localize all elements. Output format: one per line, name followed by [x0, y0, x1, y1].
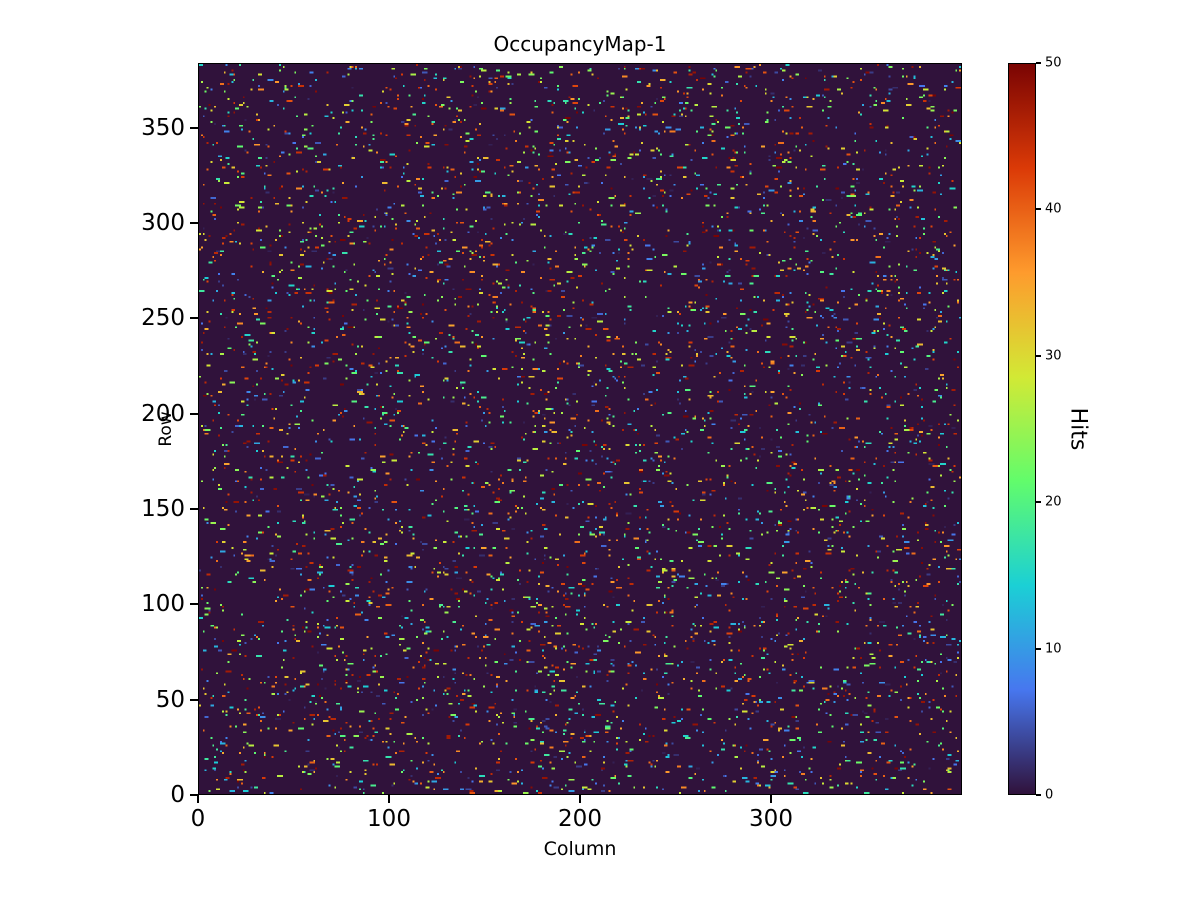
y-tick-mark — [190, 508, 198, 511]
colorbar-tick-label: 0 — [1045, 787, 1054, 803]
y-tick-label: 100 — [141, 591, 185, 618]
plot-area — [198, 63, 962, 795]
colorbar-tick-mark — [1036, 354, 1041, 357]
y-tick-mark — [190, 794, 198, 796]
x-tick-label: 300 — [749, 806, 793, 832]
x-tick-label: 0 — [190, 806, 206, 832]
y-tick-label: 50 — [155, 686, 185, 713]
x-tick-mark — [770, 795, 772, 803]
y-tick-label: 350 — [141, 114, 185, 141]
x-tick-label: 200 — [558, 806, 602, 832]
y-tick-label: 150 — [141, 496, 185, 523]
colorbar-tick-mark — [1036, 794, 1041, 796]
y-tick-mark — [190, 317, 198, 320]
y-tick-label: 200 — [141, 400, 185, 427]
x-tick-mark — [197, 795, 199, 803]
colorbar-tick-mark — [1036, 501, 1041, 504]
x-tick-mark — [579, 795, 581, 803]
y-tick-label: 0 — [170, 782, 185, 808]
colorbar-tick-label: 50 — [1045, 55, 1062, 71]
colorbar — [1008, 63, 1036, 795]
colorbar-tick-mark — [1036, 647, 1041, 650]
y-tick-mark — [190, 222, 198, 225]
colorbar-label: Hits — [1065, 407, 1091, 451]
colorbar-tick-mark — [1036, 208, 1041, 211]
colorbar-tick-label: 10 — [1045, 641, 1062, 657]
chart-title: OccupancyMap-1 — [493, 32, 667, 56]
y-tick-label: 250 — [141, 305, 185, 332]
y-tick-mark — [190, 126, 198, 129]
x-tick-label: 100 — [367, 806, 411, 832]
y-tick-mark — [190, 603, 198, 606]
colorbar-tick-label: 20 — [1045, 494, 1062, 510]
y-tick-label: 300 — [141, 210, 185, 237]
heatmap-canvas — [199, 64, 961, 794]
y-axis-label: Row — [156, 411, 176, 447]
x-tick-mark — [388, 795, 390, 803]
x-axis-label: Column — [543, 838, 617, 860]
colorbar-tick-label: 30 — [1045, 348, 1062, 364]
colorbar-tick-label: 40 — [1045, 201, 1062, 217]
colorbar-tick-mark — [1036, 62, 1041, 64]
y-tick-mark — [190, 698, 198, 701]
y-tick-mark — [190, 412, 198, 415]
